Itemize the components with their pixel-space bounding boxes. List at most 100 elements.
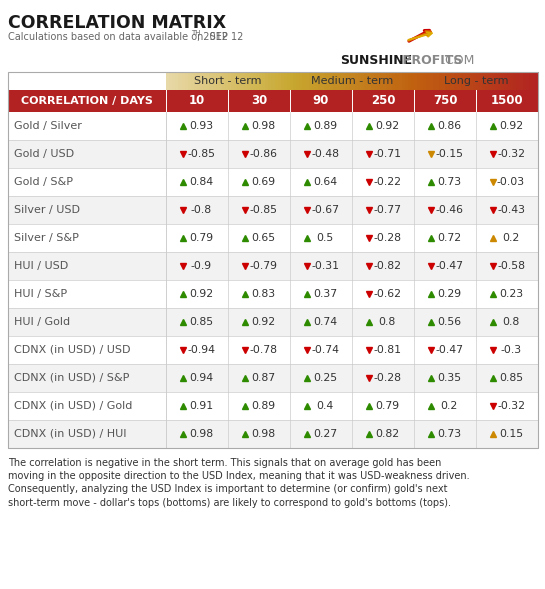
Text: 0.89: 0.89: [313, 121, 337, 131]
Text: 0.15: 0.15: [499, 429, 523, 439]
Bar: [222, 72, 226, 90]
Text: 0.98: 0.98: [251, 121, 275, 131]
Bar: [213, 72, 216, 90]
Text: -0.28: -0.28: [373, 373, 401, 383]
Bar: [386, 72, 390, 90]
Bar: [371, 72, 374, 90]
Text: -0.86: -0.86: [249, 149, 277, 159]
Bar: [207, 72, 210, 90]
Bar: [392, 72, 396, 90]
Bar: [166, 72, 170, 90]
Bar: [535, 72, 539, 90]
Text: Silver / S&P: Silver / S&P: [14, 233, 79, 243]
Bar: [290, 72, 294, 90]
Bar: [448, 72, 452, 90]
Text: PROFITS: PROFITS: [398, 54, 462, 67]
Text: CORRELATION / DAYS: CORRELATION / DAYS: [21, 96, 153, 106]
Bar: [445, 72, 449, 90]
Text: -0.32: -0.32: [497, 401, 525, 411]
Bar: [277, 72, 282, 90]
Text: CDNX (in USD) / HUI: CDNX (in USD) / HUI: [14, 429, 126, 439]
Text: 0.37: 0.37: [313, 289, 337, 299]
Bar: [523, 72, 526, 90]
Text: 0.82: 0.82: [375, 429, 399, 439]
Text: Silver / USD: Silver / USD: [14, 205, 80, 215]
Bar: [237, 72, 241, 90]
Text: -0.03: -0.03: [497, 177, 525, 187]
Text: -0.15: -0.15: [435, 149, 463, 159]
Bar: [439, 72, 443, 90]
Text: 0.2: 0.2: [502, 233, 519, 243]
Bar: [8, 112, 538, 140]
Bar: [510, 72, 514, 90]
Bar: [383, 72, 387, 90]
Bar: [377, 72, 381, 90]
Bar: [361, 72, 365, 90]
Text: 0.92: 0.92: [189, 289, 213, 299]
Bar: [411, 72, 415, 90]
Text: -0.81: -0.81: [373, 345, 401, 355]
Text: 0.25: 0.25: [313, 373, 337, 383]
Bar: [408, 72, 411, 90]
Bar: [293, 72, 297, 90]
Text: -0.94: -0.94: [187, 345, 215, 355]
Text: CDNX (in USD) / S&P: CDNX (in USD) / S&P: [14, 373, 129, 383]
Text: 90: 90: [313, 94, 329, 108]
Text: -0.78: -0.78: [249, 345, 277, 355]
Bar: [8, 420, 538, 448]
Text: HUI / Gold: HUI / Gold: [14, 317, 70, 327]
Bar: [532, 72, 536, 90]
Bar: [315, 72, 319, 90]
Text: 10: 10: [189, 94, 205, 108]
Text: -0.9: -0.9: [190, 261, 211, 271]
Text: -0.31: -0.31: [311, 261, 339, 271]
Bar: [358, 72, 362, 90]
Bar: [200, 72, 204, 90]
Text: 0.4: 0.4: [317, 401, 334, 411]
Text: 0.56: 0.56: [437, 317, 461, 327]
Bar: [470, 72, 474, 90]
Bar: [495, 72, 499, 90]
Bar: [216, 72, 220, 90]
Text: -0.3: -0.3: [500, 345, 522, 355]
Bar: [8, 168, 538, 196]
Text: -0.32: -0.32: [497, 149, 525, 159]
Bar: [181, 72, 185, 90]
Text: 0.98: 0.98: [189, 429, 213, 439]
Bar: [265, 72, 269, 90]
Text: 0.85: 0.85: [499, 373, 523, 383]
Text: 0.92: 0.92: [499, 121, 523, 131]
Text: 0.86: 0.86: [437, 121, 461, 131]
Bar: [433, 72, 437, 90]
Bar: [476, 72, 480, 90]
Text: -0.48: -0.48: [311, 149, 339, 159]
Text: CDNX (in USD) / Gold: CDNX (in USD) / Gold: [14, 401, 132, 411]
Bar: [8, 308, 538, 336]
Bar: [308, 72, 312, 90]
Text: -0.77: -0.77: [373, 205, 401, 215]
Text: 0.5: 0.5: [317, 233, 334, 243]
Text: 0.29: 0.29: [437, 289, 461, 299]
Bar: [402, 72, 405, 90]
Text: -0.28: -0.28: [373, 233, 401, 243]
Bar: [501, 72, 505, 90]
Text: -0.79: -0.79: [249, 261, 277, 271]
Bar: [172, 72, 176, 90]
Bar: [321, 72, 325, 90]
Bar: [231, 72, 235, 90]
Bar: [268, 72, 272, 90]
Bar: [467, 72, 470, 90]
Text: Short - term: Short - term: [194, 76, 262, 86]
Text: , 2012: , 2012: [197, 32, 228, 42]
Text: -0.58: -0.58: [497, 261, 525, 271]
Text: 0.8: 0.8: [378, 317, 396, 327]
Bar: [398, 72, 402, 90]
Text: 0.64: 0.64: [313, 177, 337, 187]
Text: 0.92: 0.92: [251, 317, 275, 327]
Bar: [240, 72, 244, 90]
Text: 0.65: 0.65: [251, 233, 275, 243]
Text: HUI / S&P: HUI / S&P: [14, 289, 67, 299]
Text: Long - term: Long - term: [444, 76, 508, 86]
Bar: [442, 72, 446, 90]
Text: -0.47: -0.47: [435, 345, 463, 355]
